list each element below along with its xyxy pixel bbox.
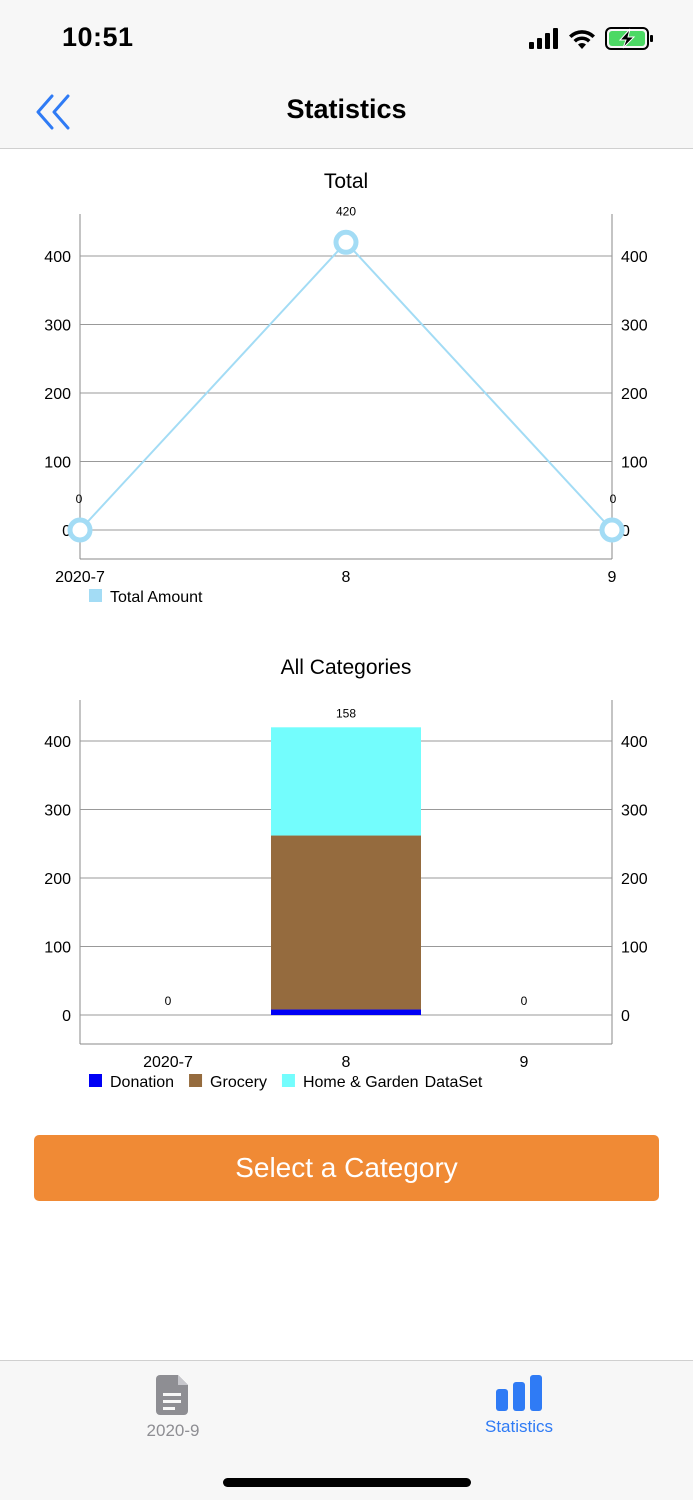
legend-label-total-amount: Total Amount (110, 589, 203, 606)
legend-label-donation: Donation (110, 1074, 174, 1091)
legend-label-grocery: Grocery (210, 1074, 267, 1091)
y-tick-label-left: 100 (44, 940, 71, 957)
y-tick-label-left: 400 (44, 734, 71, 751)
bar-segment-grocery (271, 835, 421, 1010)
legend-dataset-label: DataSet (425, 1074, 483, 1091)
data-label: 0 (76, 492, 83, 506)
double-chevron-left-icon[interactable] (30, 90, 78, 134)
legend-swatch-grocery (189, 1074, 203, 1087)
chart-title: All Categories (281, 656, 412, 679)
y-tick-label-right: 400 (621, 249, 648, 266)
document-icon (156, 1375, 188, 1415)
data-label: 0 (610, 492, 617, 506)
data-label: 420 (336, 204, 356, 218)
y-tick-label-left: 100 (44, 455, 71, 472)
status-bar: 10:51 (0, 0, 693, 76)
page-title: Statistics (286, 94, 407, 124)
legend-swatch-total-amount (89, 589, 102, 602)
x-tick-label: 9 (608, 569, 617, 586)
y-tick-label-right: 0 (621, 523, 630, 540)
y-tick-label-left: 200 (44, 386, 71, 403)
cellular-signal-icon (529, 28, 558, 49)
tab-label-statistics: Statistics (484, 1417, 554, 1436)
y-tick-label-left: 0 (62, 1008, 71, 1025)
y-tick-label-right: 200 (621, 386, 648, 403)
data-label: 0 (521, 994, 528, 1008)
data-label: 0 (165, 994, 172, 1008)
tab-2020-9[interactable]: 2020-9 (83, 1375, 263, 1445)
y-tick-label-left: 300 (44, 318, 71, 335)
x-tick-label: 8 (342, 569, 351, 586)
segment-label: 158 (336, 706, 356, 720)
x-tick-label: 2020-7 (143, 1054, 193, 1071)
y-tick-label-right: 0 (621, 1008, 630, 1025)
wifi-icon (569, 30, 595, 49)
tab-label-2020-9: 2020-9 (146, 1421, 200, 1440)
data-point (67, 517, 93, 543)
y-tick-label-left: 200 (44, 871, 71, 888)
y-tick-label-right: 300 (621, 318, 648, 335)
x-tick-label: 8 (342, 1054, 351, 1071)
y-tick-label-left: 0 (62, 523, 71, 540)
y-tick-label-right: 300 (621, 803, 648, 820)
y-tick-label-left: 400 (44, 249, 71, 266)
y-tick-label-right: 100 (621, 940, 648, 957)
status-icons (529, 27, 653, 50)
total-amount-line (79, 240, 613, 531)
tab-statistics[interactable]: Statistics (429, 1375, 609, 1445)
total-line-chart: Total 0 0 100 100 200 200 300 300 400 400 2020-7 8 9 0… (44, 170, 648, 606)
home-indicator (223, 1478, 471, 1487)
bar-segment-home-garden (271, 727, 421, 836)
tab-bar: 2020-9 Statistics (0, 1360, 693, 1500)
navigation-bar: Statistics (0, 76, 693, 149)
y-tick-label-left: 300 (44, 803, 71, 820)
legend-swatch-donation (89, 1074, 102, 1087)
y-tick-label-right: 100 (621, 455, 648, 472)
legend-label-home-garden: Home & Garden (303, 1074, 419, 1091)
x-tick-label: 9 (520, 1054, 529, 1071)
data-point (333, 229, 359, 255)
x-tick-label: 2020-7 (55, 569, 105, 586)
chart-title: Total (324, 170, 368, 193)
legend-swatch-home-garden (281, 1074, 295, 1087)
y-tick-label-right: 400 (621, 734, 648, 751)
status-time: 10:51 (62, 22, 134, 52)
data-point (599, 517, 625, 543)
all-categories-bar-chart: All Categories 0 0 100 100 200 200 300 300 400 400… (44, 656, 648, 1091)
bar-segment-donation (271, 1009, 421, 1015)
select-category-button[interactable]: Select a Category (34, 1135, 659, 1201)
bar-chart-icon (496, 1375, 542, 1411)
battery-charging-icon (605, 27, 653, 50)
y-tick-label-right: 200 (621, 871, 648, 888)
